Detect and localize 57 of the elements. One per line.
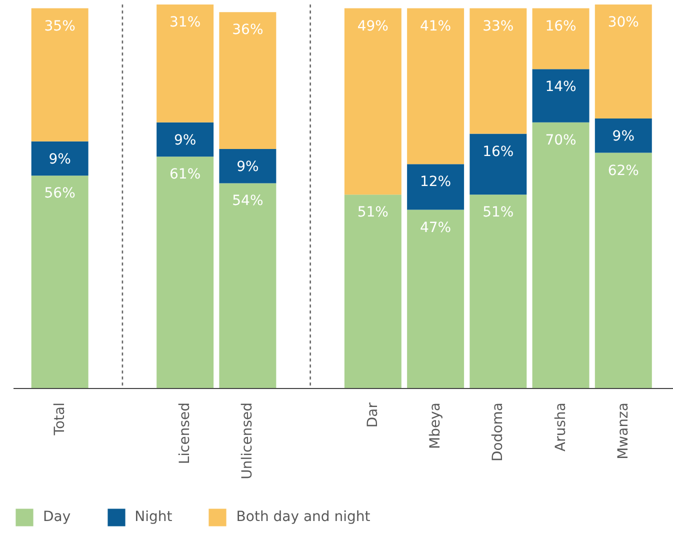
- x-tick-label: Mbeya: [428, 402, 444, 449]
- data-label: 9%: [174, 132, 196, 148]
- bar: [470, 194, 527, 388]
- x-tick-label: Dar: [364, 402, 381, 428]
- data-label: 62%: [608, 162, 639, 179]
- bar: [470, 134, 527, 195]
- data-label: 41%: [420, 18, 452, 34]
- data-label: 9%: [236, 158, 259, 175]
- x-tick-label: Arusha: [552, 402, 569, 452]
- data-label: 51%: [482, 204, 514, 221]
- data-label: 70%: [545, 132, 576, 148]
- bar: [219, 12, 276, 149]
- x-tick-label: Unlicensed: [240, 402, 256, 480]
- data-label: 33%: [482, 18, 514, 34]
- bar: [407, 8, 464, 164]
- data-label: 47%: [420, 220, 452, 236]
- bar: [532, 122, 590, 388]
- data-label: 36%: [232, 22, 264, 38]
- bar: [594, 4, 652, 119]
- bar: [31, 176, 88, 388]
- data-label: 51%: [357, 204, 388, 221]
- data-label: 54%: [232, 193, 264, 210]
- data-label: 61%: [170, 166, 201, 183]
- data-label: 56%: [44, 186, 76, 202]
- bar: [594, 118, 652, 153]
- data-label: 14%: [545, 79, 576, 96]
- bar: [344, 8, 402, 195]
- bar: [31, 8, 88, 142]
- data-label: 49%: [357, 18, 388, 34]
- bar: [594, 152, 652, 388]
- bar: [219, 148, 276, 184]
- bar: [156, 156, 214, 388]
- data-label: 31%: [170, 14, 201, 30]
- x-tick-label: Total: [52, 402, 68, 436]
- legend-label: Both day and night: [236, 509, 370, 525]
- bar: [407, 164, 464, 210]
- data-label: 9%: [612, 128, 635, 145]
- data-label: 30%: [608, 14, 639, 30]
- bar: [31, 141, 88, 176]
- bar: [532, 69, 590, 122]
- bar: [156, 122, 214, 157]
- data-label: 16%: [545, 18, 576, 34]
- legend-label: Night: [134, 509, 172, 525]
- bar: [219, 183, 276, 388]
- bar: [407, 210, 464, 388]
- data-label: 35%: [44, 18, 76, 34]
- data-label: 16%: [482, 144, 514, 160]
- x-tick-label: Mwanza: [615, 402, 632, 460]
- legend-label: Day: [43, 509, 71, 525]
- x-tick-label: Licensed: [177, 402, 194, 464]
- data-label: 9%: [48, 151, 71, 168]
- bar: [532, 8, 590, 70]
- bar: [470, 8, 527, 134]
- x-tick-label: Dodoma: [490, 402, 506, 462]
- bar: [156, 4, 214, 122]
- data-label: 12%: [420, 174, 452, 190]
- bar: [344, 194, 402, 388]
